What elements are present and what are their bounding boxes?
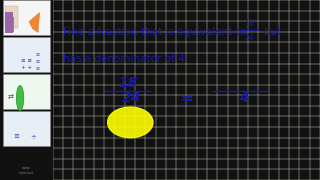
Bar	[3, 111, 50, 146]
Text: =: =	[180, 91, 193, 106]
Text: 18: 18	[244, 19, 254, 28]
Text: 18: 18	[118, 76, 137, 90]
Text: has a denominator of 4.: has a denominator of 4.	[63, 54, 188, 64]
Text: www: www	[22, 166, 31, 170]
Polygon shape	[29, 13, 40, 32]
Bar	[5, 12, 13, 33]
Text: 24: 24	[244, 33, 254, 42]
Bar	[3, 74, 50, 109]
Text: some text: some text	[20, 171, 33, 175]
Text: ≡: ≡	[13, 133, 19, 139]
Text: 24: 24	[122, 91, 141, 105]
Circle shape	[16, 86, 24, 111]
Circle shape	[108, 107, 153, 138]
Text: ≡
≡
≡: ≡ ≡ ≡	[36, 53, 40, 72]
Text: ≡ ≡
+ +: ≡ ≡ + +	[21, 58, 32, 70]
Bar	[3, 0, 50, 35]
Text: ⇄: ⇄	[8, 95, 13, 101]
Text: 4: 4	[239, 91, 249, 105]
Text: ÷: ÷	[30, 133, 36, 139]
Bar	[5, 6, 19, 28]
Text: Find a fraction that is equivalent to: Find a fraction that is equivalent to	[63, 27, 247, 37]
Bar	[7, 17, 14, 32]
Text: but: but	[264, 27, 281, 37]
Bar	[3, 37, 50, 72]
